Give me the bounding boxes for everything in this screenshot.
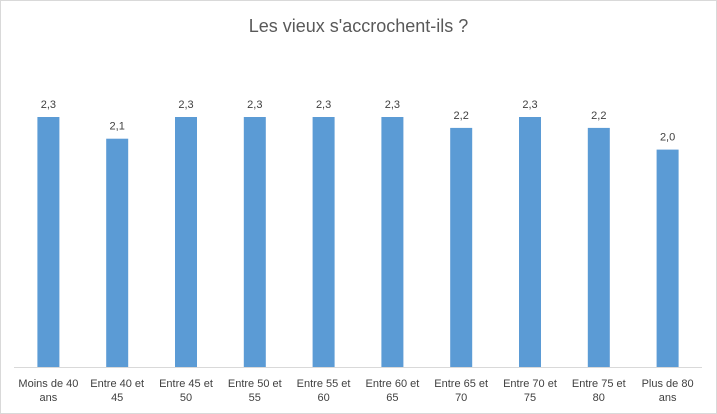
- x-tick-label-2: Entre 45 et 50: [159, 378, 213, 404]
- value-label-2: 2,3: [178, 99, 193, 111]
- chart-title: Les vieux s'accrochent-ils ?: [248, 16, 469, 36]
- x-tick-label-5: Entre 60 et 65: [365, 378, 419, 404]
- bar-8: [587, 127, 610, 368]
- value-label-8: 2,2: [591, 110, 606, 122]
- x-tick-label-0: Moins de 40 ans: [18, 378, 78, 404]
- value-label-1: 2,1: [110, 121, 125, 133]
- x-tick-label-3: Entre 50 et 55: [228, 378, 282, 404]
- x-tick-label-4: Entre 55 et 60: [297, 378, 351, 404]
- value-label-0: 2,3: [41, 99, 56, 111]
- x-tick-label-6: Entre 65 et 70: [434, 378, 488, 404]
- bar-9: [656, 149, 679, 367]
- bar-3: [243, 117, 266, 367]
- x-tick-label-7: Entre 70 et 75: [503, 378, 557, 404]
- bar-1: [106, 138, 129, 367]
- bar-0: [37, 117, 60, 367]
- bar-4: [312, 117, 335, 367]
- x-tick-label-1: Entre 40 et 45: [90, 378, 144, 404]
- bar-2: [175, 117, 197, 367]
- x-tick-label-8: Entre 75 et 80: [572, 378, 626, 404]
- value-label-3: 2,3: [247, 99, 262, 111]
- bar-6: [450, 127, 473, 368]
- value-label-7: 2,3: [522, 99, 537, 111]
- value-label-6: 2,2: [454, 110, 469, 122]
- bar-5: [381, 117, 404, 367]
- value-label-9: 2,0: [660, 132, 675, 144]
- x-tick-label-9: Plus de 80 ans: [642, 378, 694, 404]
- bar-7: [519, 117, 541, 367]
- value-label-5: 2,3: [385, 99, 400, 111]
- value-label-4: 2,3: [316, 99, 331, 111]
